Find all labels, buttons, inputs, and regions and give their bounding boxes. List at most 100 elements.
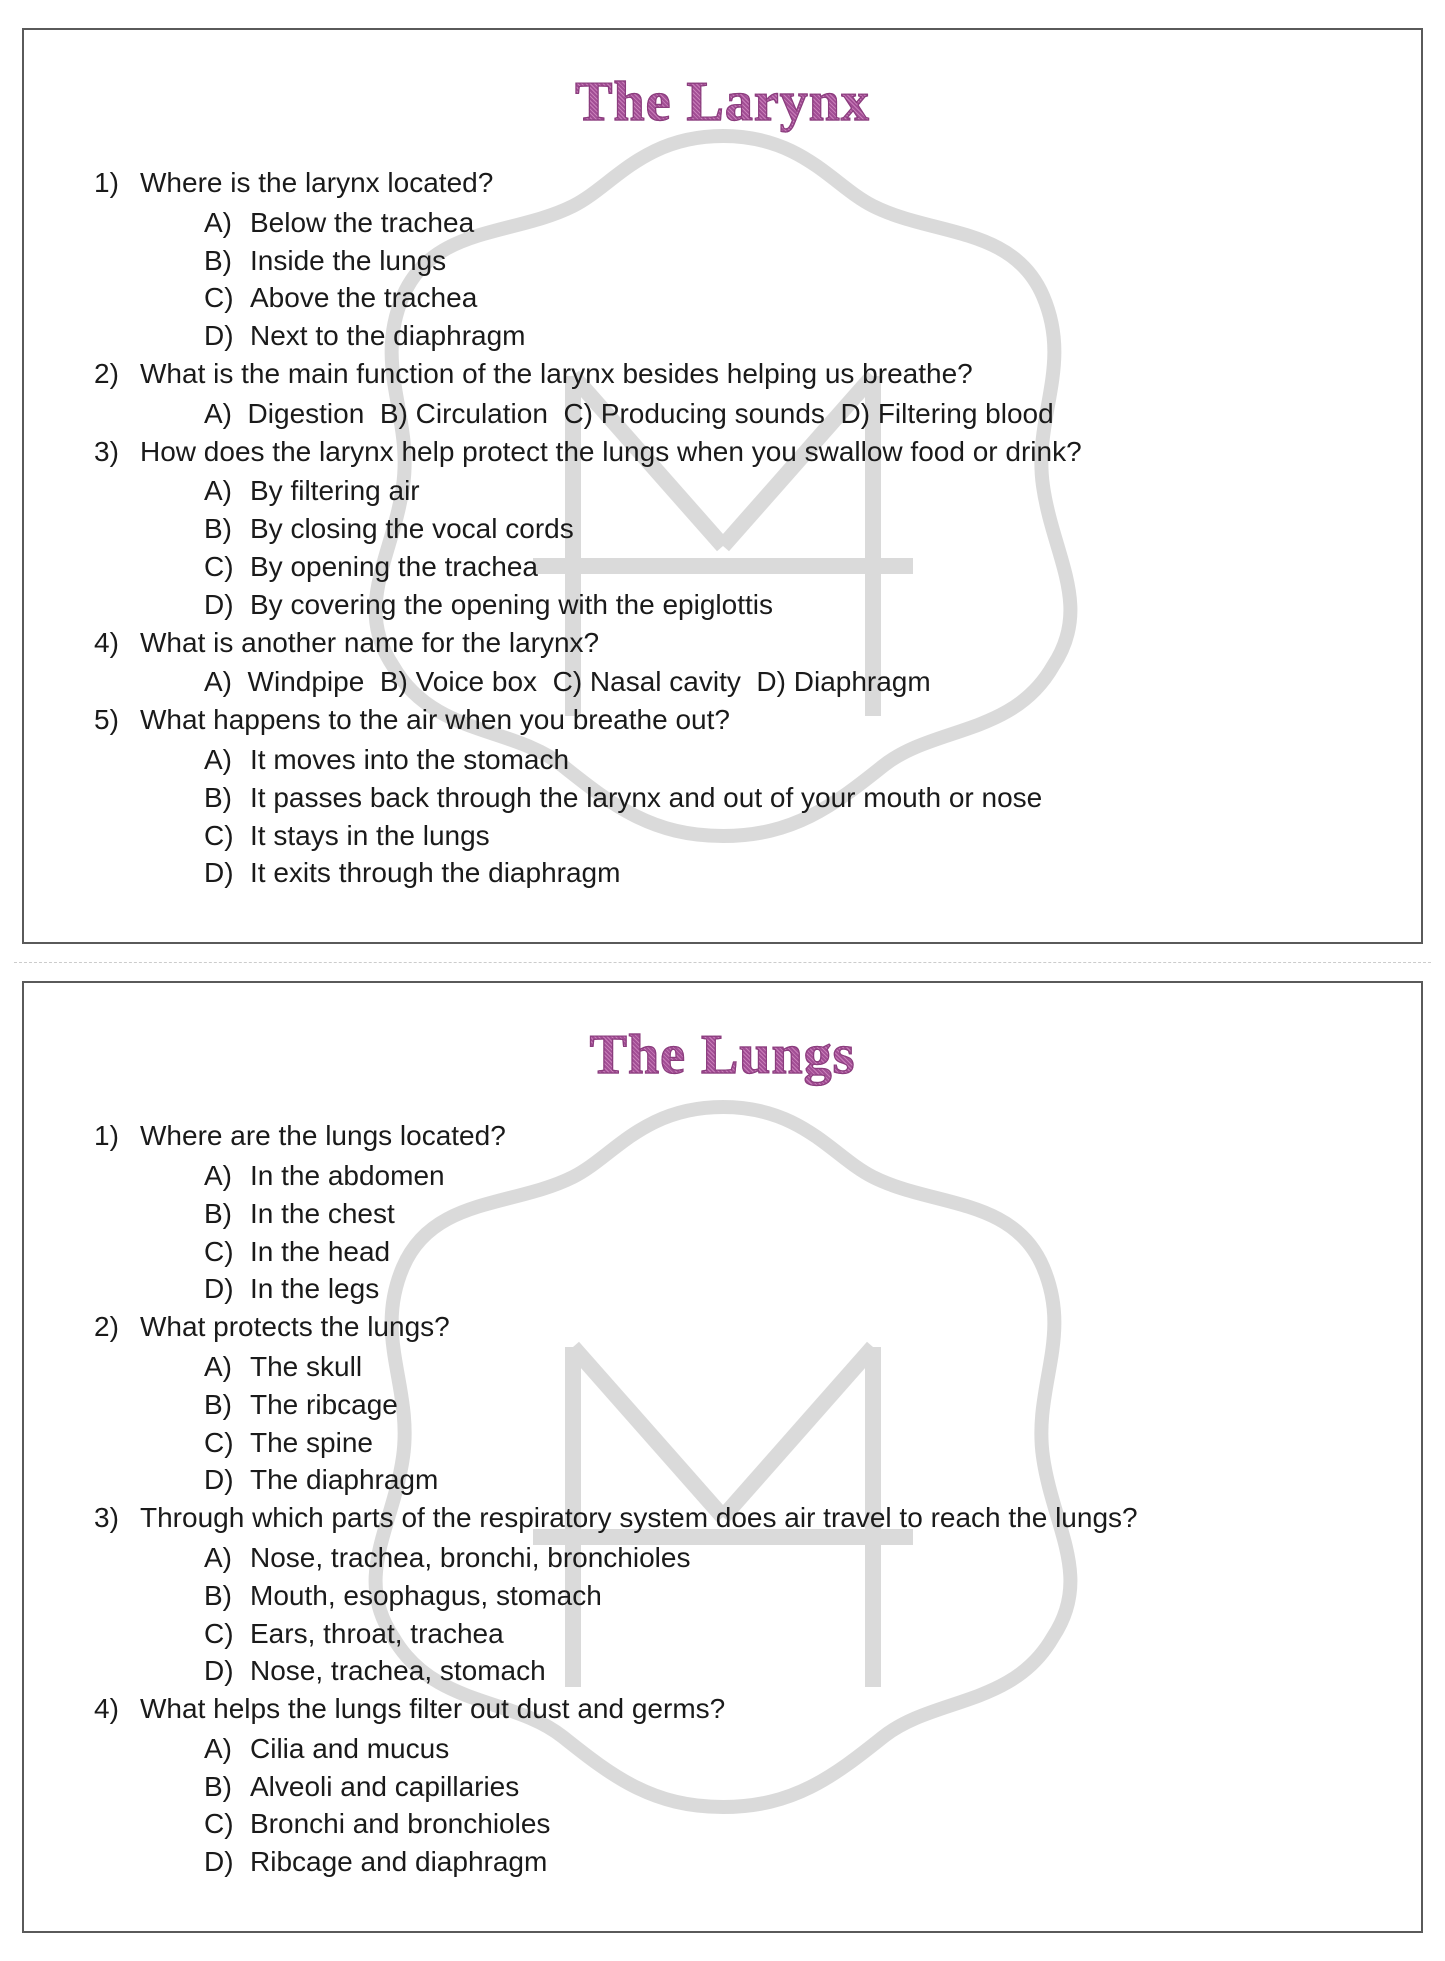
options: A)Cilia and mucus B)Alveoli and capillar… <box>94 1730 1351 1881</box>
option-letter: A) <box>204 472 250 510</box>
option: B)By closing the vocal cords <box>204 510 1351 548</box>
option-letter: C) <box>204 1424 250 1462</box>
option-text: It exits through the diaphragm <box>250 854 620 892</box>
option-text: By opening the trachea <box>250 548 538 586</box>
option: B)Inside the lungs <box>204 242 1351 280</box>
question-number: 2) <box>94 355 140 393</box>
question-list: 1) Where are the lungs located? A)In the… <box>94 1117 1351 1881</box>
option-letter: C) <box>204 1805 250 1843</box>
option: B)It passes back through the larynx and … <box>204 779 1351 817</box>
options: A)Below the trachea B)Inside the lungs C… <box>94 204 1351 355</box>
option: A)It moves into the stomach <box>204 741 1351 779</box>
option-letter: C) <box>204 1233 250 1271</box>
option-letter: D) <box>204 586 250 624</box>
option-letter: D) <box>204 1461 250 1499</box>
options: A)Nose, trachea, bronchi, bronchioles B)… <box>94 1539 1351 1690</box>
option: D)The diaphragm <box>204 1461 1351 1499</box>
option-text: In the head <box>250 1233 390 1271</box>
option-letter: B) <box>204 1768 250 1806</box>
option-letter: A) <box>204 1348 250 1386</box>
option-text: By closing the vocal cords <box>250 510 574 548</box>
option-letter: A) <box>204 1730 250 1768</box>
question-text: Where are the lungs located? <box>140 1117 1351 1155</box>
option-text: Below the trachea <box>250 204 474 242</box>
option-text: The spine <box>250 1424 373 1462</box>
question-text: Through which parts of the respiratory s… <box>140 1499 1351 1537</box>
question-number: 2) <box>94 1308 140 1346</box>
question: 2) What is the main function of the lary… <box>94 355 1351 393</box>
question-number: 1) <box>94 1117 140 1155</box>
option-text: Next to the diaphragm <box>250 317 526 355</box>
card-title: The Lungs <box>94 1023 1351 1087</box>
worksheet-card: The Lungs 1) Where are the lungs located… <box>22 981 1423 1933</box>
question-text: What helps the lungs filter out dust and… <box>140 1690 1351 1728</box>
option: A)In the abdomen <box>204 1157 1351 1195</box>
option-letter: D) <box>204 317 250 355</box>
question-number: 4) <box>94 1690 140 1728</box>
option-text: Bronchi and bronchioles <box>250 1805 550 1843</box>
question-text: How does the larynx help protect the lun… <box>140 433 1351 471</box>
options-inline: A) Digestion B) Circulation C) Producing… <box>94 395 1351 433</box>
cut-line <box>14 962 1431 963</box>
question: 1) Where are the lungs located? <box>94 1117 1351 1155</box>
option-text: Inside the lungs <box>250 242 446 280</box>
option-letter: C) <box>204 548 250 586</box>
question-text: What is the main function of the larynx … <box>140 355 1351 393</box>
option-text: Mouth, esophagus, stomach <box>250 1577 602 1615</box>
option-text: The skull <box>250 1348 362 1386</box>
option-text: Nose, trachea, bronchi, bronchioles <box>250 1539 690 1577</box>
option: C)By opening the trachea <box>204 548 1351 586</box>
option-text: It moves into the stomach <box>250 741 569 779</box>
option-text: Ribcage and diaphragm <box>250 1843 547 1881</box>
option: D)Nose, trachea, stomach <box>204 1652 1351 1690</box>
question: 2) What protects the lungs? <box>94 1308 1351 1346</box>
option: C)Above the trachea <box>204 279 1351 317</box>
option-letter: C) <box>204 817 250 855</box>
option-text: In the chest <box>250 1195 395 1233</box>
option: A)Below the trachea <box>204 204 1351 242</box>
question-text: What happens to the air when you breathe… <box>140 701 1351 739</box>
question: 4) What helps the lungs filter out dust … <box>94 1690 1351 1728</box>
option: D)It exits through the diaphragm <box>204 854 1351 892</box>
option: C)Ears, throat, trachea <box>204 1615 1351 1653</box>
option: B)Alveoli and capillaries <box>204 1768 1351 1806</box>
option: D)In the legs <box>204 1270 1351 1308</box>
option-letter: A) <box>204 204 250 242</box>
question-list: 1) Where is the larynx located? A)Below … <box>94 164 1351 892</box>
question: 3) Through which parts of the respirator… <box>94 1499 1351 1537</box>
option-text: Above the trachea <box>250 279 477 317</box>
option-text: In the legs <box>250 1270 379 1308</box>
options: A)It moves into the stomach B)It passes … <box>94 741 1351 892</box>
question: 3) How does the larynx help protect the … <box>94 433 1351 471</box>
option-text: Nose, trachea, stomach <box>250 1652 546 1690</box>
option-text: It passes back through the larynx and ou… <box>250 779 1042 817</box>
option: A)By filtering air <box>204 472 1351 510</box>
question-number: 4) <box>94 624 140 662</box>
option: C)The spine <box>204 1424 1351 1462</box>
option-letter: A) <box>204 1157 250 1195</box>
option: C)It stays in the lungs <box>204 817 1351 855</box>
worksheet-card: The Larynx 1) Where is the larynx locate… <box>22 28 1423 944</box>
option: C)Bronchi and bronchioles <box>204 1805 1351 1843</box>
option: B)Mouth, esophagus, stomach <box>204 1577 1351 1615</box>
option-letter: A) <box>204 741 250 779</box>
option-letter: D) <box>204 1270 250 1308</box>
option-letter: D) <box>204 1652 250 1690</box>
option-text: In the abdomen <box>250 1157 445 1195</box>
question-number: 1) <box>94 164 140 202</box>
options: A)In the abdomen B)In the chest C)In the… <box>94 1157 1351 1308</box>
option: A)Nose, trachea, bronchi, bronchioles <box>204 1539 1351 1577</box>
question-number: 3) <box>94 1499 140 1537</box>
option-letter: A) <box>204 1539 250 1577</box>
option-letter: B) <box>204 1195 250 1233</box>
option-letter: C) <box>204 279 250 317</box>
option: B)The ribcage <box>204 1386 1351 1424</box>
option-text: The diaphragm <box>250 1461 438 1499</box>
option-text: By filtering air <box>250 472 420 510</box>
options: A)The skull B)The ribcage C)The spine D)… <box>94 1348 1351 1499</box>
option-letter: B) <box>204 242 250 280</box>
option-letter: B) <box>204 1386 250 1424</box>
option-letter: D) <box>204 854 250 892</box>
option-letter: D) <box>204 1843 250 1881</box>
option-text: Ears, throat, trachea <box>250 1615 504 1653</box>
